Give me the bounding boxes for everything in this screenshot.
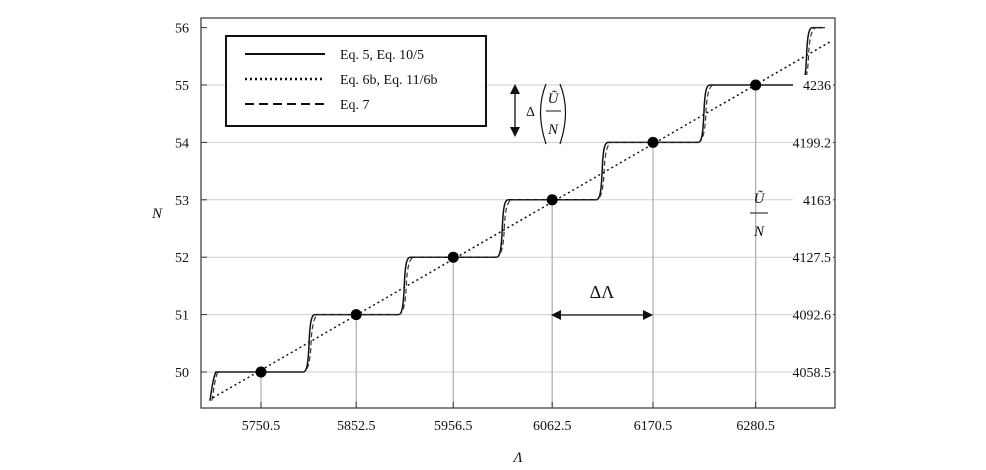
delta-u-annotation: Δ Ũ N (510, 83, 567, 145)
y2-tick-label-0: 4058.5 (793, 366, 832, 381)
y2-axis-label: Ũ N (750, 190, 768, 240)
series-layer (209, 26, 833, 401)
legend-entry-2: Eq. 6b, Eq. 11/6b (340, 73, 437, 88)
y-tick-label-2: 52 (175, 251, 189, 266)
delta-lambda-arrow-head-left (551, 310, 561, 320)
data-point-0 (255, 366, 267, 378)
series-eq6b-line (212, 40, 833, 399)
delta-u-arrow-head-down (510, 127, 520, 137)
delta-u-denominator: N (547, 122, 559, 138)
y2-tick-label-bg-1 (793, 304, 833, 323)
x-tick-label-3: 6062.5 (533, 419, 572, 434)
x-tick-label-0: 5750.5 (242, 419, 281, 434)
delta-u-right-paren (559, 83, 567, 145)
data-point-3 (546, 194, 558, 206)
data-point-1 (350, 309, 362, 321)
x-tick-label-2: 5956.5 (434, 419, 473, 434)
legend-entry-1: Eq. 5, Eq. 10/5 (340, 48, 424, 63)
y2-tick-label-bg-3 (793, 189, 833, 208)
y2-axis-label-numerator: Ũ (754, 190, 766, 207)
x-tick-label-5: 6280.5 (736, 419, 775, 434)
y2-tick-label-bg-2 (793, 247, 833, 266)
y-tick-label-0: 50 (175, 366, 189, 381)
y-tick-label-4: 54 (175, 136, 189, 151)
series-eq5-step (209, 26, 823, 401)
y2-axis-label-denominator: N (753, 224, 765, 240)
x-tick-label-1: 5852.5 (337, 419, 376, 434)
x-tick-label-4: 6170.5 (634, 419, 673, 434)
legend: Eq. 5, Eq. 10/5 Eq. 6b, Eq. 11/6b Eq. 7 (225, 35, 487, 127)
y2-tick-label-bg-0 (793, 362, 833, 380)
data-point-2 (447, 251, 459, 263)
y-tick-label-1: 51 (175, 309, 189, 324)
y2-tick-label-bg-4 (793, 132, 833, 151)
y2-tick-label-3: 4163 (803, 194, 831, 209)
delta-u-label: Δ (526, 105, 535, 120)
y-tick-label-5: 55 (175, 79, 189, 94)
delta-u-arrow-head-up (510, 84, 520, 94)
y2-tick-label-5: 4236 (803, 79, 831, 94)
y2-tick-label-4: 4199.2 (793, 136, 832, 151)
delta-lambda-arrow-head-right (643, 310, 653, 320)
data-point-5 (750, 79, 762, 91)
series-eq7-step (211, 27, 825, 401)
delta-lambda-annotation: ΔΛ (551, 282, 653, 320)
y-tick-label-3: 53 (175, 194, 189, 209)
legend-entry-3: Eq. 7 (340, 98, 370, 113)
delta-u-left-paren (539, 83, 547, 145)
legend-box (225, 35, 487, 127)
ticks-layer: 5750.5 5852.5 5956.5 6062.5 6170.5 6280.5 50 51… (175, 22, 835, 434)
delta-lambda-label: ΔΛ (590, 282, 615, 302)
y-tick-label-6: 56 (175, 22, 189, 37)
y-axis-label: N (151, 206, 163, 222)
y2-tick-label-bg-5 (793, 75, 833, 93)
y2-tick-label-1: 4092.6 (793, 309, 832, 324)
points-layer (255, 79, 762, 378)
y2-tick-label-2: 4127.5 (793, 251, 832, 266)
x-axis-label: Λ (511, 450, 522, 466)
data-point-4 (647, 136, 659, 148)
delta-u-numerator: Ũ (548, 90, 560, 107)
